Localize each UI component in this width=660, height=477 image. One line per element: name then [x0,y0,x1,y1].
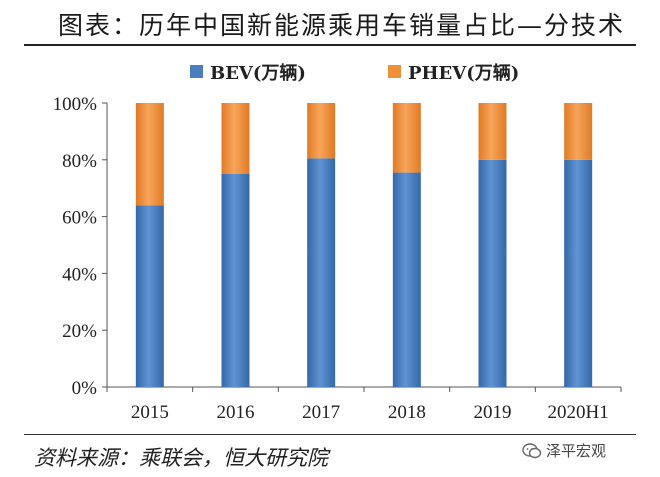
y-tick-label: 0% [72,378,98,399]
title-divider [24,44,636,46]
bar-phev [221,103,250,174]
bar-phev [307,103,336,159]
bar-bev [478,159,507,387]
watermark: 泽平宏观 [522,440,606,461]
bar-phev [135,103,164,206]
bar-bev [564,159,593,387]
legend-label: BEV(万辆) [210,62,306,84]
x-tick-label: 2015 [131,402,169,423]
x-tick-label: 2016 [217,402,255,423]
bar-phev [564,103,593,160]
bar-phev [478,103,507,160]
chart-title: 图表：历年中国新能源乘用车销量占比—分技术 [58,11,626,40]
source-note: 资料来源：乘联会，恒大研究院 [34,446,328,470]
y-tick-label: 40% [62,264,97,285]
bar-phev [392,103,421,173]
y-tick-label: 100% [53,94,98,115]
wechat-icon [522,442,542,458]
x-tick-label: 2020H1 [548,402,609,423]
bar-bev [307,158,336,387]
y-tick-label: 60% [62,208,97,229]
bar-bev [221,174,250,387]
footer-divider [24,434,636,435]
x-tick-label: 2018 [388,402,426,423]
bar-bev [135,205,164,387]
stacked-bar-chart: 0% 20% 40% 60% 80% 100% 2015 2016 2017 2018 2019 20… [53,62,622,423]
legend-label: PHEV(万辆) [408,62,519,84]
y-tick-label: 20% [62,321,97,342]
bar-bev [392,172,421,387]
legend-swatch [190,65,203,78]
x-tick-label: 2017 [302,402,340,423]
x-tick-label: 2019 [474,402,512,423]
watermark-text: 泽平宏观 [546,442,607,460]
y-tick-label: 80% [62,151,97,172]
legend-swatch [388,65,401,78]
